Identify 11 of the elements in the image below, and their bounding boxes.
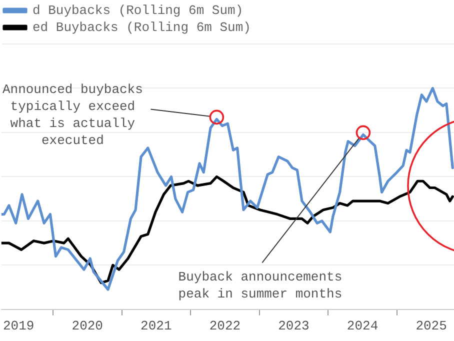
legend-label: d Buybacks (Rolling 6m Sum) — [32, 2, 244, 18]
annotation: Buyback announcements peak in summer months — [178, 270, 342, 302]
x-tick-label: 2020 — [72, 318, 103, 334]
x-tick-label: 2019 — [2, 318, 34, 334]
x-tick-label: 2021 — [140, 318, 172, 334]
x-tick-label: 2022 — [209, 318, 241, 334]
x-tick-label: 2025 — [416, 318, 447, 334]
x-tick-label: 2023 — [278, 318, 310, 334]
legend-label: ed Buybacks (Rolling 6m Sum) — [32, 20, 251, 35]
x-tick-label: 2024 — [346, 318, 378, 334]
annotation: Announced buybacks typically exceed what is actually executed — [2, 82, 143, 148]
